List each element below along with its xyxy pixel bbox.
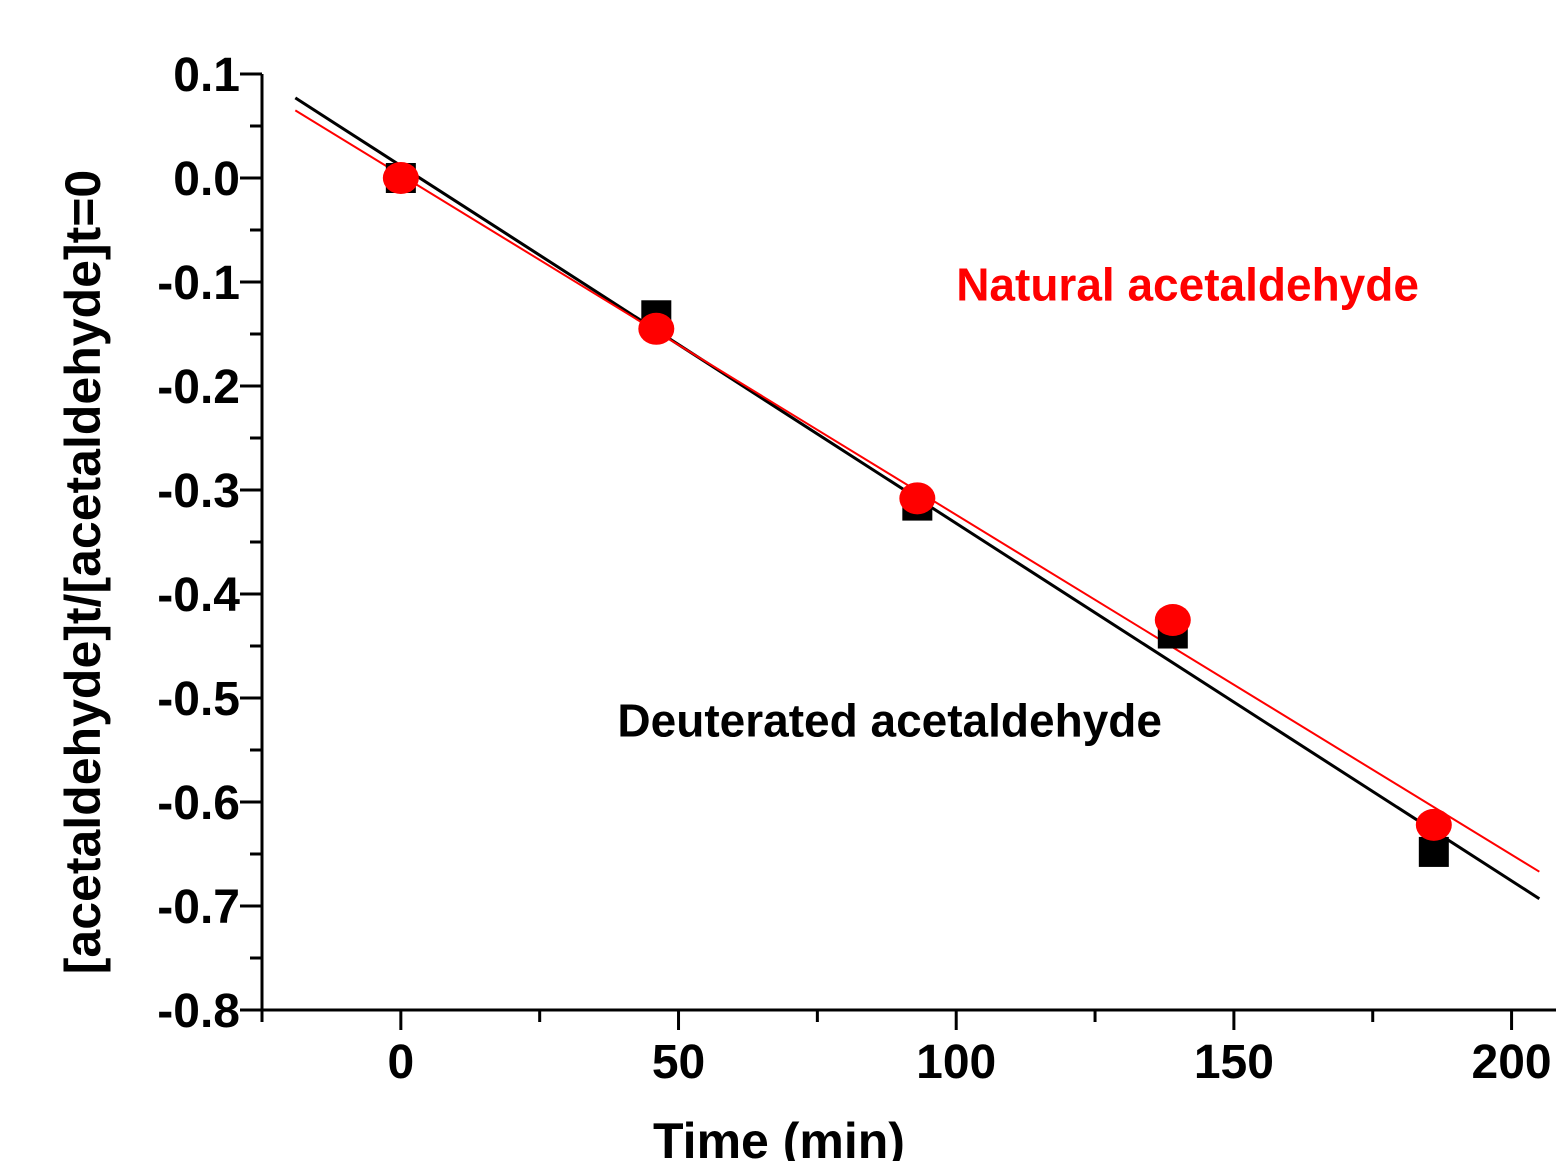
x-tick-label: 0 [387,1036,414,1089]
data-markers [382,162,1452,867]
y-tick-label: -0.1 [157,257,240,310]
circle-marker [1154,604,1191,636]
x-tick-label: 200 [1472,1036,1552,1089]
y-axis-title: [acetaldehyde]t/[acetaldehyde]t=0 [55,170,111,974]
circle-marker [1415,808,1452,841]
series-annotation: Deuterated acetaldehyde [617,694,1162,746]
y-tick-label: -0.7 [157,881,240,934]
series-annotation: Natural acetaldehyde [956,259,1419,311]
x-tick-label: 150 [1194,1036,1274,1089]
y-tick-label: -0.3 [157,465,240,518]
y-tick-label: 0.0 [173,153,240,206]
y-tick-label: -0.2 [157,361,240,414]
annotations: Natural acetaldehyde Deuterated acetaldeh… [617,259,1419,747]
axes: 0.1 0.0 -0.1 -0.2 -0.3 -0.4 -0.5 -0.6 -0.7 -0.8 0 5… [157,49,1556,1089]
circle-marker [638,312,675,345]
y-tick-label: -0.4 [157,569,240,622]
x-tick-label: 100 [916,1036,996,1089]
circle-marker [899,482,936,515]
y-tick-label: -0.6 [157,777,240,830]
x-tick-label: 50 [652,1036,705,1089]
y-tick-label: -0.8 [157,985,240,1038]
y-tick-label: -0.5 [157,673,240,726]
circle-marker [382,162,419,194]
y-tick-label: 0.1 [173,49,240,102]
square-marker [1418,836,1449,867]
x-axis-title: Time (min) [653,1113,905,1161]
